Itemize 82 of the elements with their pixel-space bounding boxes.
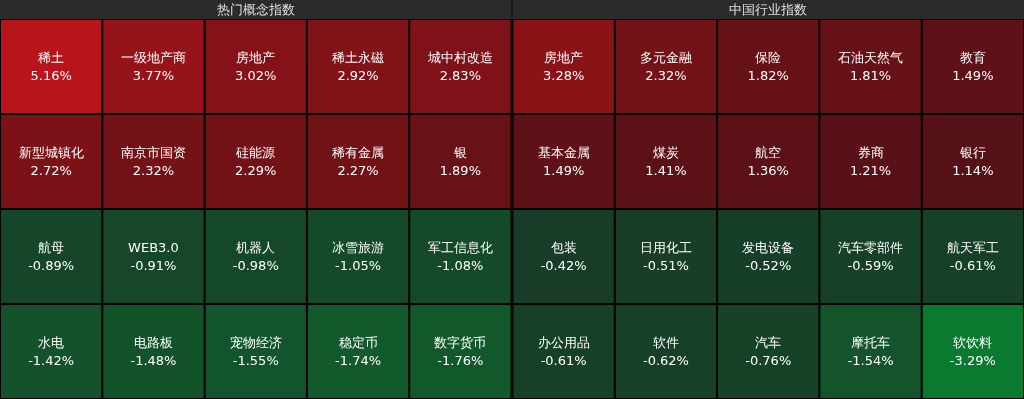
category-label: 宠物经济	[229, 334, 282, 350]
category-label: 新型城镇化	[18, 144, 84, 160]
data-label: -0.91%	[130, 257, 177, 273]
category-label: 保险	[755, 49, 782, 65]
data-label: 1.36%	[747, 162, 789, 178]
category-label: 煤炭	[652, 144, 679, 160]
data-label: -1.08%	[437, 257, 484, 273]
data-label: 1.21%	[849, 162, 892, 178]
data-label: -0.52%	[745, 257, 792, 273]
data-label: -0.51%	[642, 257, 689, 273]
category-label: 办公用品	[537, 334, 590, 350]
category-label: 发电设备	[742, 239, 795, 255]
category-label: 软饮料	[953, 334, 993, 350]
category-label: 电路板	[133, 334, 173, 350]
category-label: 军工信息化	[427, 239, 493, 255]
category-label: 汽车零部件	[838, 239, 904, 255]
category-label: 航母	[38, 239, 65, 255]
category-label: 基本金属	[537, 144, 590, 160]
data-label: -0.76%	[745, 352, 792, 368]
category-label: 硅能源	[235, 144, 276, 160]
data-label: 2.32%	[132, 162, 175, 178]
data-label: 2.32%	[645, 67, 687, 83]
data-label: -1.42%	[28, 352, 75, 368]
data-label: 1.49%	[952, 67, 994, 83]
category-label: 稀土永磁	[332, 49, 385, 65]
data-label: 2.29%	[235, 162, 277, 178]
data-label: -0.42%	[540, 257, 587, 273]
data-label: -1.55%	[232, 352, 279, 368]
category-label: 城中村改造	[426, 49, 493, 65]
text: 热门概念指数	[216, 2, 295, 17]
data-label: 1.41%	[645, 162, 687, 178]
category-label: 软件	[652, 334, 679, 350]
data-label: -1.05%	[335, 257, 382, 273]
category-label: 冰雪旅游	[332, 239, 385, 255]
data-label: -0.98%	[232, 257, 279, 273]
data-label: -0.89%	[28, 257, 75, 273]
data-label: -1.54%	[847, 352, 894, 368]
data-label: 3.02%	[235, 67, 277, 83]
data-label: 2.92%	[337, 67, 379, 83]
data-label: 1.82%	[747, 67, 789, 83]
category-label: 房地产	[236, 49, 276, 65]
text: 中国行业指数	[729, 2, 808, 17]
category-label: 航空	[755, 144, 782, 160]
category-label: 房地产	[544, 49, 584, 65]
category-label: 包装	[550, 239, 577, 255]
category-label: WEB3.0	[128, 239, 179, 255]
category-label: 稀有金属	[332, 144, 385, 160]
category-label: 日用化工	[639, 239, 692, 255]
data-label: -1.74%	[335, 352, 382, 368]
data-label: 1.89%	[439, 162, 482, 178]
data-label: 3.77%	[132, 67, 175, 83]
category-label: 摩托车	[851, 334, 891, 350]
category-label: 水电	[38, 334, 65, 350]
data-label: -0.62%	[642, 352, 689, 368]
data-label: -1.76%	[437, 352, 484, 368]
category-label: 航天军工	[946, 239, 999, 255]
category-label: 稳定币	[338, 334, 378, 350]
data-label: 2.27%	[337, 162, 379, 178]
category-label: 银	[452, 144, 467, 160]
category-label: 南京市国资	[120, 144, 186, 160]
category-label: 机器人	[236, 239, 276, 255]
data-label: 1.81%	[849, 67, 892, 83]
category-label: 多元金融	[639, 49, 692, 65]
data-label: -0.61%	[540, 352, 587, 368]
data-label: 1.49%	[542, 162, 585, 178]
data-label: 2.72%	[30, 162, 72, 178]
category-label: 银行	[958, 144, 986, 160]
category-label: 石油天然气	[838, 49, 904, 65]
category-label: 一级地产商	[120, 49, 186, 65]
data-label: -0.59%	[847, 257, 894, 273]
data-label: -0.61%	[949, 257, 996, 273]
data-label: 5.16%	[30, 67, 72, 83]
data-label: 2.83%	[439, 67, 482, 83]
category-label: 数字货币	[434, 334, 487, 350]
category-label: 汽车	[755, 334, 782, 350]
data-label: -3.29%	[949, 352, 996, 368]
data-label: -1.48%	[130, 352, 177, 368]
data-label: 1.14%	[952, 162, 994, 178]
category-label: 教育	[959, 49, 986, 65]
category-label: 稀土	[38, 49, 65, 65]
data-label: 3.28%	[542, 67, 585, 83]
category-label: 券商	[857, 144, 884, 160]
